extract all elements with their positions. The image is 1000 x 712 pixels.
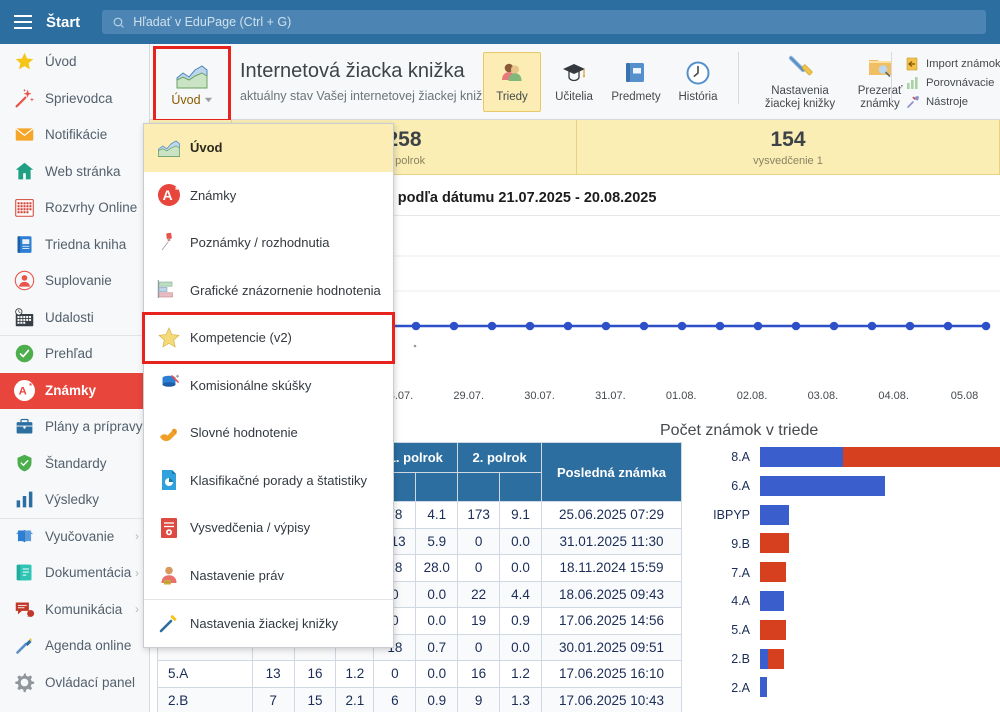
svg-text:*: * — [29, 381, 32, 390]
svg-text:*: * — [175, 185, 179, 195]
svg-text:A: A — [19, 385, 27, 397]
svg-text:A: A — [162, 187, 172, 203]
